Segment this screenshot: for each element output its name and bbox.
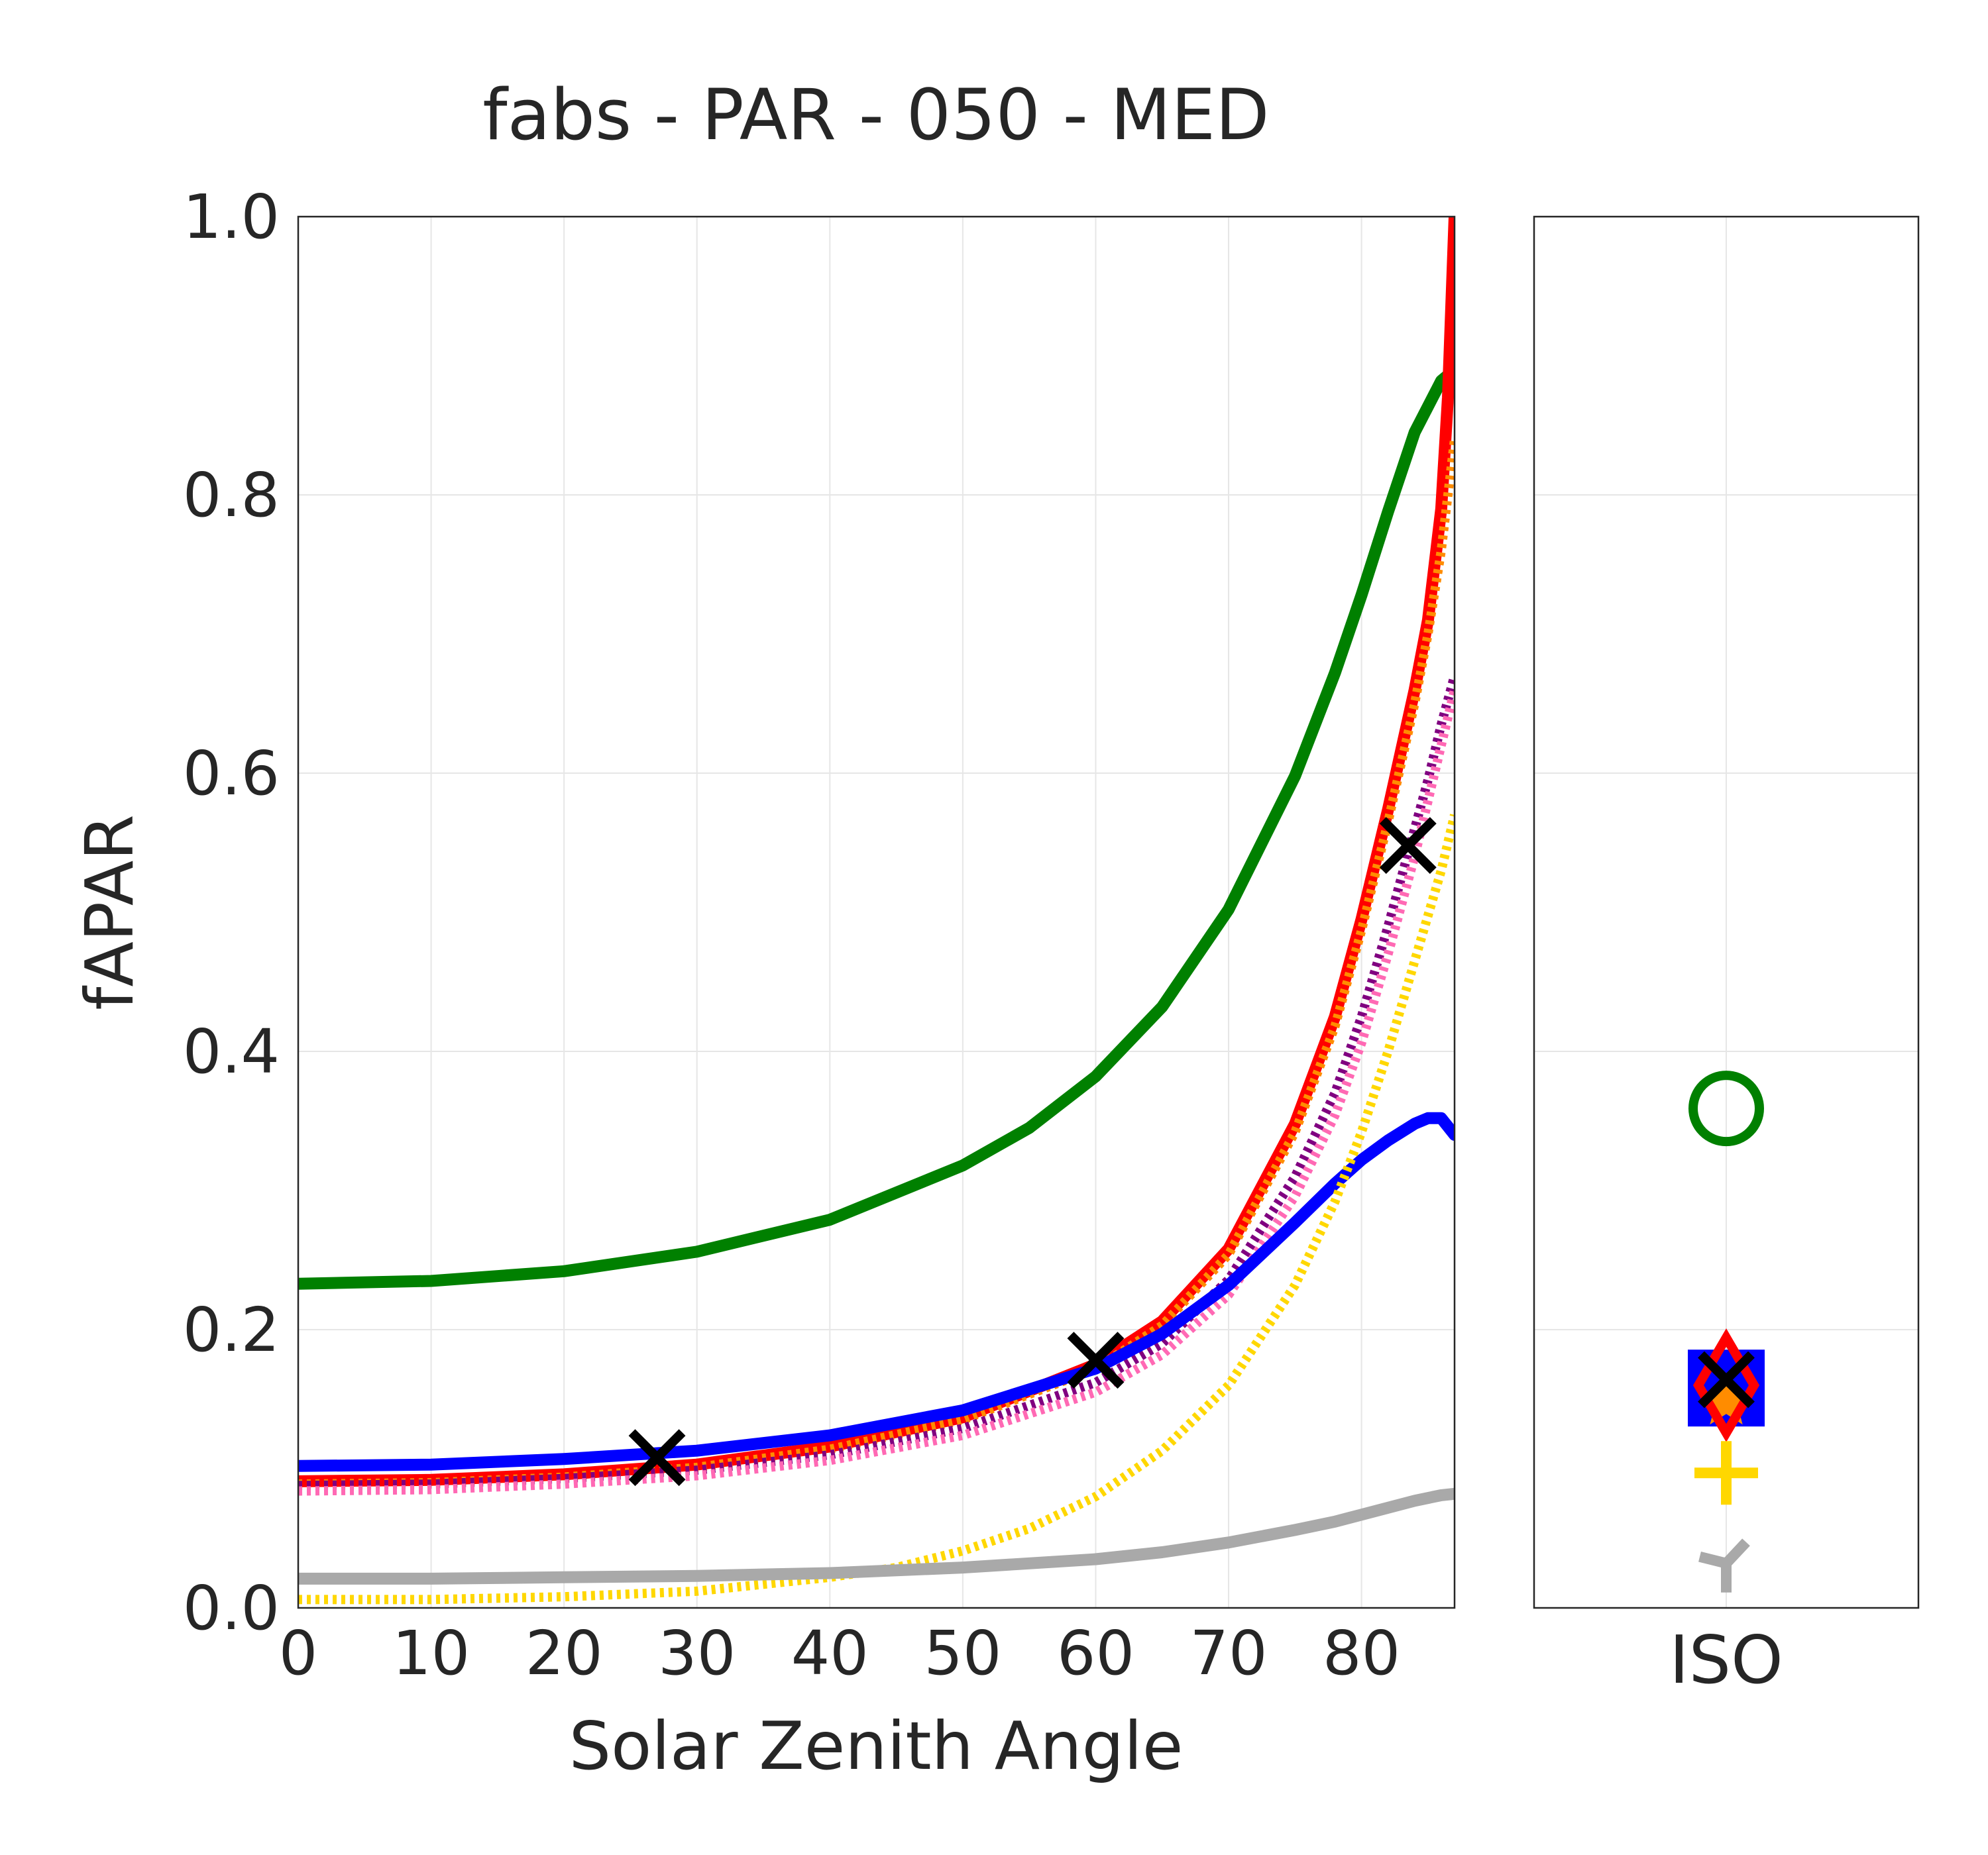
x-tick-label: 20 xyxy=(525,1618,603,1689)
main-gridlines xyxy=(298,216,1455,1609)
iso-point-plus xyxy=(1694,1441,1758,1505)
series-line-1 xyxy=(298,217,1455,1487)
iso-plot-area xyxy=(1533,215,1920,1609)
iso-point-star xyxy=(1700,1374,1753,1425)
iso-points-group xyxy=(1688,1071,1765,1593)
iso-point-x xyxy=(1698,1351,1755,1408)
iso-point-diamond xyxy=(1692,1328,1760,1442)
main-marker-x-2 xyxy=(1379,817,1437,874)
main-plot-area: 0 10 20 30 40 50 60 70 80 0.0 0.2 0.4 0.6 0.8 1.0 xyxy=(183,182,1456,1689)
x-tick-label: 40 xyxy=(791,1618,869,1689)
x-axis-label: Solar Zenith Angle xyxy=(569,1707,1184,1785)
x-tick-label: 80 xyxy=(1323,1618,1400,1689)
iso-point-circle xyxy=(1688,1071,1764,1147)
chart-title: fabs - PAR - 050 - MED xyxy=(482,74,1269,156)
x-tick-label: 0 xyxy=(279,1618,318,1689)
main-markers-group xyxy=(628,817,1437,1487)
series-line-0 xyxy=(298,364,1455,1290)
x-tick-label: 50 xyxy=(924,1618,1001,1689)
iso-axis-label: ISO xyxy=(1669,1621,1783,1699)
iso-point-tri-down xyxy=(1698,1538,1750,1593)
x-tick-label: 60 xyxy=(1057,1618,1134,1689)
y-axis-label: fAPAR xyxy=(71,814,148,1010)
main-marker-x-1 xyxy=(1067,1332,1125,1389)
iso-plot-frame xyxy=(1533,215,1920,1609)
y-tick-label: 0.8 xyxy=(183,460,280,531)
series-line-7 xyxy=(298,1487,1455,1585)
main-plot-background xyxy=(298,217,1455,1608)
series-line-3 xyxy=(298,674,1455,1491)
x-tick-label: 30 xyxy=(658,1618,736,1689)
main-x-tick-labels: 0 10 20 30 40 50 60 70 80 xyxy=(279,1618,1400,1689)
y-tick-label: 0.0 xyxy=(183,1573,280,1644)
main-y-tick-labels: 0.0 0.2 0.4 0.6 0.8 1.0 xyxy=(183,182,280,1644)
x-tick-label: 10 xyxy=(392,1618,470,1689)
main-plot-frame xyxy=(297,215,1456,1609)
y-tick-label: 1.0 xyxy=(183,182,280,252)
main-marker-x-0 xyxy=(628,1429,686,1487)
series-line-4 xyxy=(298,688,1455,1496)
y-tick-label: 0.4 xyxy=(183,1016,280,1087)
y-tick-label: 0.2 xyxy=(183,1295,280,1365)
y-tick-label: 0.6 xyxy=(183,738,280,809)
x-tick-label: 70 xyxy=(1189,1618,1267,1689)
